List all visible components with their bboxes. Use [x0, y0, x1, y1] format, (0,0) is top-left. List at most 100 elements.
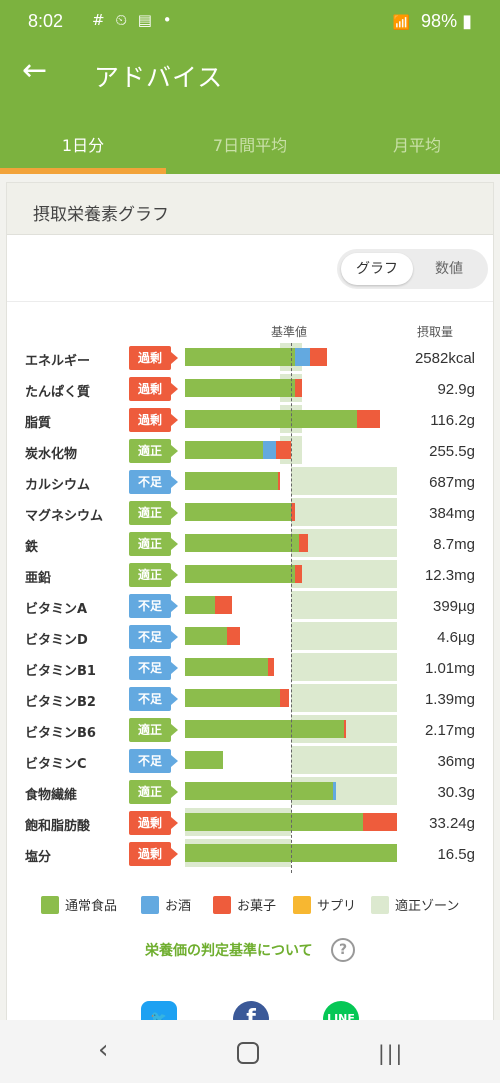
- status-badge: 適正: [129, 563, 178, 587]
- intake-value: 384mg: [429, 505, 475, 522]
- tab-monthly-average[interactable]: 月平均: [392, 136, 441, 155]
- help-icon[interactable]: ?: [331, 938, 355, 962]
- back-arrow-icon[interactable]: ←: [22, 53, 48, 88]
- snack-bar-segment: [363, 813, 397, 831]
- toggle-graph[interactable]: グラフ: [341, 253, 413, 285]
- nutrient-name: 亜鉛: [25, 571, 52, 586]
- legend-item: サプリ: [293, 895, 356, 914]
- food-bar-segment: [185, 658, 268, 676]
- snack-bar-segment: [267, 658, 275, 676]
- battery-icon: ▮: [462, 11, 472, 31]
- card-title: 摂取栄養素グラフ: [33, 205, 169, 225]
- status-badge: 不足: [129, 594, 178, 618]
- food-bar-segment: [185, 503, 291, 521]
- optimal-zone: [291, 622, 397, 650]
- food-bar-segment: [185, 782, 334, 800]
- nutrient-name: 食物繊維: [25, 788, 78, 803]
- snack-bar-segment: [227, 627, 241, 645]
- page-title: アドバイス: [94, 63, 224, 92]
- divider: [7, 301, 493, 302]
- nutrient-row: 飽和脂肪酸 過剰 33.24g: [7, 808, 493, 838]
- nutrient-row: ビタミンB6 適正 2.17mg: [7, 715, 493, 745]
- battery-level: 98%: [421, 11, 458, 31]
- legend-swatch: [141, 895, 159, 914]
- criteria-link[interactable]: 栄養価の判定基準について: [145, 943, 313, 959]
- food-bar-segment: [185, 689, 281, 707]
- toggle-numbers[interactable]: 数値: [435, 261, 463, 277]
- optimal-zone: [291, 746, 397, 774]
- snack-bar-segment: [280, 689, 289, 707]
- nutrient-name: マグネシウム: [25, 509, 104, 524]
- legend-label: お菓子: [237, 899, 277, 914]
- status-badge: 過剰: [129, 377, 178, 401]
- food-bar-segment: [185, 751, 224, 769]
- legend-swatch: [213, 895, 231, 914]
- system-nav-bar: ‹ |||: [0, 1020, 500, 1083]
- tab-one-day[interactable]: 1日分: [61, 136, 105, 155]
- snack-bar-segment: [276, 441, 291, 459]
- app-bar: ← アドバイス: [0, 38, 500, 110]
- notification-icons: # ⏲ ▤ •: [92, 11, 175, 29]
- nutrient-name: 鉄: [25, 540, 39, 555]
- snack-bar-segment: [214, 596, 232, 614]
- status-badge: 不足: [129, 625, 178, 649]
- status-badge: 過剰: [129, 346, 178, 370]
- status-badge: 適正: [129, 532, 178, 556]
- legend-label: サプリ: [317, 899, 357, 914]
- view-toggle: グラフ 数値: [337, 249, 488, 289]
- intake-column-header: 摂取量: [417, 325, 454, 339]
- snack-bar-segment: [295, 379, 302, 397]
- nutrient-name: カルシウム: [25, 478, 91, 493]
- snack-bar-segment: [295, 565, 302, 583]
- nutrient-row: マグネシウム 適正 384mg: [7, 498, 493, 528]
- status-badge: 適正: [129, 439, 178, 463]
- nutrient-row: ビタミンC 不足 36mg: [7, 746, 493, 776]
- nutrient-row: ビタミンA 不足 399µg: [7, 591, 493, 621]
- intake-value: 1.39mg: [424, 691, 475, 708]
- optimal-zone: [291, 498, 397, 526]
- status-badge: 不足: [129, 687, 178, 711]
- intake-value: 687mg: [429, 474, 475, 491]
- legend-label: 通常食品: [65, 899, 118, 914]
- nutrient-name: ビタミンA: [25, 602, 88, 617]
- optimal-zone: [291, 684, 397, 712]
- intake-value: 30.3g: [437, 784, 475, 801]
- snack-bar-segment: [344, 720, 347, 738]
- snack-bar-segment: [291, 503, 296, 521]
- optimal-zone: [291, 467, 397, 495]
- food-bar-segment: [185, 410, 357, 428]
- alcohol-bar-segment: [263, 441, 277, 459]
- status-badge: 過剰: [129, 811, 178, 835]
- nutrient-row: ビタミンB1 不足 1.01mg: [7, 653, 493, 683]
- legend-swatch: [293, 895, 311, 914]
- nutrient-row: ビタミンB2 不足 1.39mg: [7, 684, 493, 714]
- nutrient-name: 脂質: [25, 416, 52, 431]
- nutrient-name: 飽和脂肪酸: [25, 819, 91, 834]
- active-tab-indicator: [0, 168, 166, 174]
- status-right: 📶 98% ▮: [393, 11, 472, 32]
- intake-value: 12.3mg: [424, 567, 475, 584]
- nav-recents-icon[interactable]: |||: [378, 1041, 405, 1065]
- legend: 通常食品 お酒 お菓子 サプリ 適正ゾーン: [41, 895, 481, 919]
- nav-home-icon[interactable]: [237, 1042, 259, 1064]
- status-time: 8:02: [28, 11, 64, 31]
- nutrient-row: たんぱく質 過剰 92.9g: [7, 374, 493, 404]
- nutrient-row: 食物繊維 適正 30.3g: [7, 777, 493, 807]
- tab-seven-day-average[interactable]: 7日間平均: [212, 136, 288, 155]
- intake-value: 92.9g: [437, 381, 475, 398]
- nutrient-name: 塩分: [25, 850, 52, 865]
- nutrient-name: ビタミンC: [25, 757, 87, 772]
- nutrient-row: ビタミンD 不足 4.6µg: [7, 622, 493, 652]
- nutrient-name: ビタミンB2: [25, 695, 96, 710]
- nav-back-icon[interactable]: ‹: [98, 1035, 109, 1065]
- status-badge: 適正: [129, 501, 178, 525]
- nutrient-name: 炭水化物: [25, 447, 78, 462]
- food-bar-segment: [185, 441, 264, 459]
- intake-value: 4.6µg: [437, 629, 475, 646]
- optimal-zone: [291, 591, 397, 619]
- wifi-signal-icon: 📶: [392, 14, 411, 30]
- nutrient-row: エネルギー 過剰 2582kcal: [7, 343, 493, 373]
- food-bar-segment: [185, 596, 215, 614]
- intake-value: 1.01mg: [424, 660, 475, 677]
- alcohol-bar-segment: [295, 348, 311, 366]
